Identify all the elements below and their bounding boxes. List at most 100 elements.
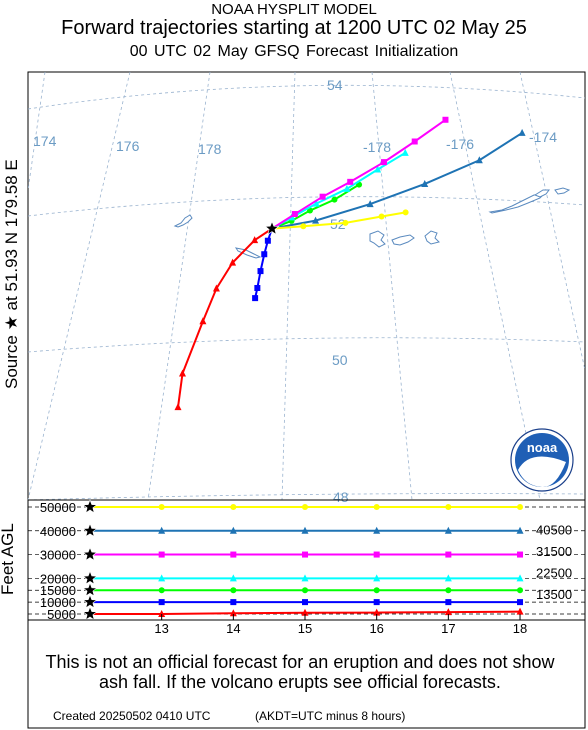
height-source-star-5 [82,522,98,538]
y-tick-label-0: 50000 [40,500,76,515]
height-track-marker-0-1 [229,609,237,617]
map-track-marker-3-3 [374,165,382,173]
height-x-ticks: 13 14 15 16 17 18 [154,614,527,636]
map-track-marker-4-3 [380,159,387,166]
height-track-marker-0-4 [444,608,452,616]
height-track-marker-5-3 [373,526,381,534]
map-track-line-5 [271,132,523,230]
height-track-marker-6-4 [445,504,452,510]
height-track-marker-6-5 [517,504,524,510]
height-track-marker-3-3 [373,574,381,582]
map-frame [27,71,586,501]
lon-label-174: 174 [33,133,57,149]
height-track-marker-1-4 [445,599,452,606]
lon-label-minus176: -176 [446,136,474,152]
height-track-marker-2-5 [517,587,524,594]
map-track-marker-3-1 [312,199,320,207]
height-track-marker-3-5 [516,574,524,582]
height-track-marker-1-3 [373,599,380,606]
source-location-label: Source ★ at 51.93 N 179.58 E [2,159,21,389]
height-track-marker-5-4 [444,526,452,534]
source-star-marker [264,220,280,235]
x-tick-label-0: 13 [154,621,168,636]
lon-label-178: 178 [198,141,222,157]
x-tick-label-2: 15 [298,621,312,636]
height-track-marker-0-2 [301,608,309,616]
y-tick-label-4: 15000 [40,583,76,598]
height-track-marker-4-2 [302,551,309,558]
height-track-marker-2-3 [373,587,380,594]
height-track-marker-0-0 [158,610,166,617]
height-track-marker-4-3 [373,551,380,558]
height-track-marker-3-0 [158,574,166,582]
map-track-marker-4-4 [411,138,418,145]
map-track-marker-1-1 [261,251,268,258]
height-track-marker-1-5 [517,599,524,606]
right-height-label-1: 31500 [536,544,572,559]
lat-label-50: 50 [332,352,348,368]
height-track-marker-1-0 [158,599,165,606]
height-track-marker-3-2 [301,574,309,582]
height-source-star-2 [82,582,98,597]
height-track-marker-0-5 [516,607,524,615]
map-track-marker-4-0 [291,211,298,218]
map-track-marker-4-2 [347,178,354,185]
height-source-star-4 [82,546,98,561]
height-track-marker-6-2 [302,504,309,510]
map-track-marker-0-4 [179,369,187,377]
x-tick-label-3: 16 [369,621,383,636]
source-star [264,220,280,235]
height-track-marker-0-3 [373,608,381,616]
trajectory-tracks [174,116,526,411]
map-track-marker-0-2 [212,284,220,292]
x-tick-label-1: 14 [226,621,240,636]
map-track-marker-6-2 [378,213,385,220]
y-tick-label-2: 30000 [40,548,76,563]
height-track-marker-2-4 [445,587,452,594]
map-graticule [27,71,586,501]
height-gridlines [28,506,585,615]
map-track-marker-0-5 [174,403,182,411]
map-track-marker-1-2 [257,268,264,275]
height-track-marker-5-1 [229,526,237,534]
x-tick-label-4: 17 [441,621,455,636]
chart-title: Forward trajectories starting at 1200 UT… [61,17,527,39]
map-track-marker-6-0 [300,223,307,230]
lat-label-54: 54 [327,77,343,93]
lon-label-176: 176 [116,138,140,154]
map-track-marker-0-3 [199,317,207,325]
map-track-marker-4-5 [442,116,449,123]
map-track-marker-1-4 [252,295,259,302]
height-track-marker-4-1 [230,551,237,558]
map-track-marker-3-2 [343,184,351,192]
height-track-marker-6-1 [230,504,237,510]
y-tick-label-3: 20000 [40,571,76,586]
map-track-line-4 [271,118,447,230]
map-track-marker-5-2 [421,179,429,187]
map-track-marker-5-0 [312,216,320,224]
height-source-star-6 [82,499,98,514]
height-track-marker-1-1 [230,599,237,606]
disclaimer-frame [27,619,586,729]
aleutian-islands [173,187,571,259]
timezone-note: (AKDT=UTC minus 8 hours) [255,709,406,723]
height-track-marker-5-5 [516,526,524,534]
height-track-marker-2-0 [158,587,165,594]
map-track-marker-1-3 [254,284,261,291]
y-axis-label: Feet AGL [0,523,17,595]
map-track-marker-0-0 [251,236,259,244]
y-tick-label-5: 10000 [40,595,76,610]
noaa-logo-text: noaa [527,440,558,455]
map-track-marker-5-4 [518,128,526,136]
height-source-star-0 [82,606,98,621]
height-track-marker-1-2 [302,599,309,606]
lon-label-minus174: -174 [529,129,557,145]
noaa-logo: noaa [510,428,574,492]
x-tick-label-5: 18 [513,621,527,636]
map-track-marker-2-2 [331,196,338,203]
y-tick-label-6: 5000 [47,607,76,622]
height-track-marker-3-4 [444,574,452,582]
height-track-marker-6-0 [158,504,165,510]
